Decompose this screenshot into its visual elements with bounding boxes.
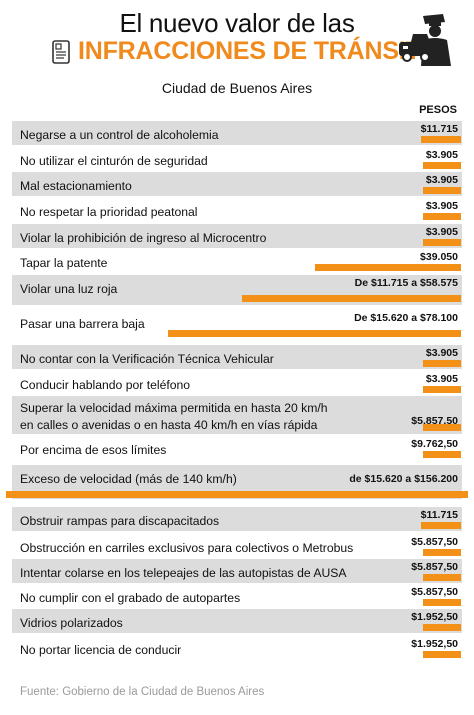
fine-value: $39.050: [420, 251, 458, 263]
infraction-label: No portar licencia de conducir: [20, 643, 182, 657]
fine-bar: [423, 213, 461, 220]
table-row: Obstrucción en carriles exclusivos para …: [12, 534, 462, 558]
fine-value: $11.715: [420, 123, 458, 135]
infraction-label: Vidrios polarizados: [20, 616, 123, 630]
column-header-pesos: PESOS: [419, 104, 457, 116]
fine-value: $1.952,50: [411, 611, 458, 623]
fine-bar: [242, 295, 461, 302]
fine-value: $11.715: [420, 509, 458, 521]
table-row: Vidrios polarizados $1.952,50: [12, 609, 462, 633]
fine-bar: [423, 162, 461, 169]
subtitle: Ciudad de Buenos Aires: [161, 80, 313, 96]
fine-bar: [423, 624, 461, 631]
fine-bar: [423, 424, 461, 431]
fine-bar: [423, 599, 461, 606]
infraction-label: Violar la prohibición de ingreso al Micr…: [20, 231, 267, 245]
fine-value: $3.905: [425, 174, 458, 186]
table-row: Violar la prohibición de ingreso al Micr…: [12, 224, 462, 248]
infraction-label: Violar una luz roja: [20, 282, 118, 296]
fine-value: $3.905: [425, 226, 458, 238]
table-row: Pasar una barrera baja De $15.620 a $78.1…: [12, 310, 462, 340]
fine-bar: [315, 264, 461, 271]
fine-bar: [423, 451, 461, 458]
table-row: Negarse a un control de alcoholemia $11.7…: [12, 121, 462, 145]
fine-value: De $15.620 a $78.100: [354, 312, 458, 324]
document-icon: [52, 40, 70, 64]
fine-value: $5.857,50: [411, 586, 458, 598]
table-row: Tapar la patente $39.050: [12, 249, 462, 273]
fine-bar: [423, 386, 461, 393]
infraction-label: Por encima de esos límites: [20, 443, 167, 457]
table-row: Conducir hablando por teléfono $3.905: [12, 371, 462, 395]
fine-bar: [423, 574, 461, 581]
fine-value: $5.857,50: [411, 536, 458, 548]
infraction-label: Conducir hablando por teléfono: [20, 378, 191, 392]
fine-bar: [421, 522, 461, 529]
police-officer-car-icon: [399, 14, 451, 66]
fine-bar: [423, 187, 461, 194]
fine-value: $5.857,50: [411, 561, 458, 573]
table-row: Violar una luz roja De $11.715 a $58.575: [12, 275, 462, 305]
fine-value: $3.905: [425, 347, 458, 359]
table-row: No cumplir con el grabado de autopartes $…: [12, 584, 462, 608]
infraction-label: Obstruir rampas para discapacitados: [20, 514, 220, 528]
infraction-label: Mal estacionamiento: [20, 179, 132, 193]
fine-bar: [423, 360, 461, 367]
table-row: No contar con la Verificación Técnica Ve…: [12, 345, 462, 369]
table-row: Por encima de esos límites $9.762,50: [12, 436, 462, 460]
infraction-label: No utilizar el cinturón de seguridad: [20, 154, 208, 168]
infraction-label: Pasar una barrera baja: [20, 317, 145, 331]
infraction-label: Negarse a un control de alcoholemia: [20, 128, 219, 142]
fine-value: De $11.715 a $58.575: [354, 277, 458, 289]
header: El nuevo valor de las INFRACCIONES DE TR…: [0, 0, 474, 100]
fine-bar: [6, 491, 468, 498]
fine-bar: [423, 651, 461, 658]
title-line-2: INFRACCIONES DE TRÁNSITO: [78, 37, 440, 65]
fine-bar: [168, 330, 461, 337]
table-row: Exceso de velocidad (más de 140 km/h) de …: [6, 465, 468, 499]
infraction-label: Superar la velocidad máxima permitida en…: [20, 401, 328, 432]
infraction-label: Intentar colarse en los telepeajes de la…: [20, 566, 347, 580]
table-row: Intentar colarse en los telepeajes de la…: [12, 559, 462, 583]
infraction-label: No contar con la Verificación Técnica Ve…: [20, 352, 274, 366]
fine-value: $1.952,50: [411, 638, 458, 650]
table-row: No utilizar el cinturón de seguridad $3.9…: [12, 147, 462, 171]
fine-value: $3.905: [425, 149, 458, 161]
table-row: Mal estacionamiento $3.905: [12, 172, 462, 196]
fine-value: $3.905: [425, 373, 458, 385]
table-row: Superar la velocidad máxima permitida en…: [12, 396, 462, 434]
infraction-label: Obstrucción en carriles exclusivos para …: [20, 541, 354, 555]
fine-value: de $15.620 a $156.200: [349, 473, 458, 485]
fine-bar: [423, 239, 461, 246]
infraction-label: Exceso de velocidad (más de 140 km/h): [20, 472, 237, 486]
infraction-label: No respetar la prioridad peatonal: [20, 205, 198, 219]
fine-value: $9.762,50: [411, 438, 458, 450]
source-note: Fuente: Gobierno de la Ciudad de Buenos …: [20, 686, 265, 698]
table-row: Obstruir rampas para discapacitados $11.7…: [12, 507, 462, 531]
fine-bar: [421, 136, 461, 143]
infraction-label: No cumplir con el grabado de autopartes: [20, 591, 241, 605]
table-row: No portar licencia de conducir $1.952,50: [12, 636, 462, 660]
fine-bar: [423, 549, 461, 556]
infraction-label: Tapar la patente: [20, 256, 108, 270]
title-line-1: El nuevo valor de las: [119, 8, 355, 38]
table-row: No respetar la prioridad peatonal $3.905: [12, 198, 462, 222]
fine-value: $3.905: [425, 200, 458, 212]
